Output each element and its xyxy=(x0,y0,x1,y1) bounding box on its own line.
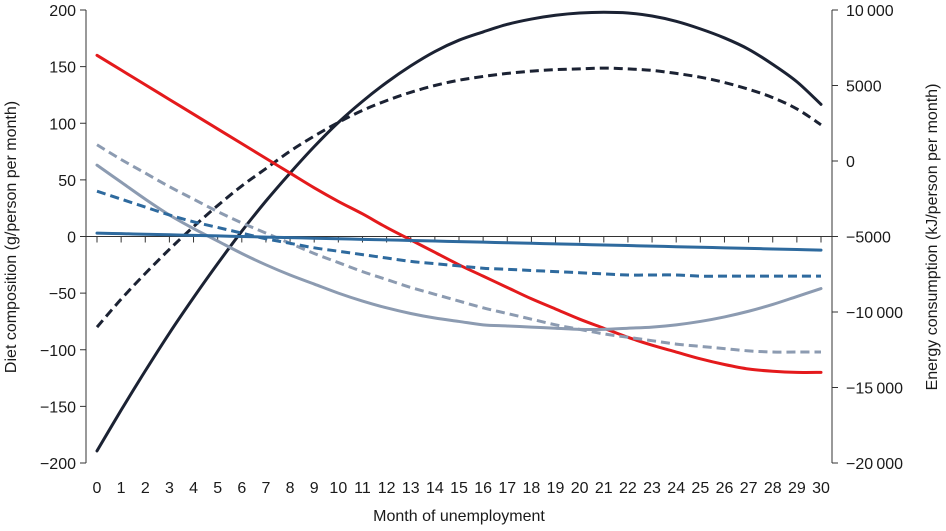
y-tick-label-left: −200 xyxy=(40,456,76,473)
y-tick-label-left: 50 xyxy=(58,173,76,190)
x-tick-label: 22 xyxy=(619,480,637,497)
y-tick-label-right: −20 000 xyxy=(846,456,903,473)
x-tick-label: 11 xyxy=(354,480,371,497)
x-tick-label: 23 xyxy=(643,480,661,497)
y-tick-label-left: −50 xyxy=(49,286,76,303)
series-line-1 xyxy=(95,10,823,453)
y-tick-label-right: 0 xyxy=(846,154,855,171)
x-tick-label: 18 xyxy=(523,480,541,497)
y-axis-left-title: Diet composition (g/person per month) xyxy=(3,101,20,373)
x-tick-label: 25 xyxy=(691,480,709,497)
x-tick-label: 20 xyxy=(571,480,589,497)
y-axis-right-title: Energy consumption (kJ/person per month) xyxy=(924,84,941,391)
y-tick-label-left: 0 xyxy=(67,230,76,247)
series-line-7 xyxy=(95,231,823,252)
y-tick-label-right: −5000 xyxy=(846,230,891,247)
y-tick-label-left: −150 xyxy=(40,399,76,416)
x-tick-label: 13 xyxy=(402,480,420,497)
x-tick-label: 30 xyxy=(812,480,830,497)
x-tick-label: 9 xyxy=(310,480,319,497)
x-tick-label: 26 xyxy=(716,480,734,497)
x-tick-label: 8 xyxy=(286,480,295,497)
series-line-3 xyxy=(95,53,823,374)
x-tick-label: 4 xyxy=(189,480,198,497)
x-tick-label: 29 xyxy=(788,480,806,497)
x-tick-label: 3 xyxy=(165,480,174,497)
series-group xyxy=(95,10,823,453)
y-tick-label-right: −10 000 xyxy=(846,305,903,322)
series-line-5 xyxy=(96,143,821,354)
x-tick-label: 24 xyxy=(667,480,685,497)
y-tick-label-left: 150 xyxy=(49,60,76,77)
y-tick-label-left: −100 xyxy=(40,343,76,360)
x-axis-title: Month of unemployment xyxy=(373,508,545,525)
y-tick-label-left: 100 xyxy=(49,116,76,133)
series-line-4 xyxy=(95,163,823,332)
x-tick-label: 12 xyxy=(378,480,396,497)
y-tick-label-right: 10 000 xyxy=(846,3,894,20)
series-line-2 xyxy=(95,66,822,329)
x-tick-label: 28 xyxy=(764,480,782,497)
x-tick-label: 5 xyxy=(213,480,222,497)
x-tick-label: 6 xyxy=(237,480,246,497)
x-tick-label: 1 xyxy=(117,480,126,497)
x-tick-label: 19 xyxy=(547,480,565,497)
x-tick-label: 27 xyxy=(740,480,758,497)
y-tick-label-left: 200 xyxy=(49,3,76,20)
x-tick-label: 17 xyxy=(498,480,516,497)
x-tick-label: 2 xyxy=(141,480,150,497)
x-tick-label: 21 xyxy=(595,480,613,497)
y-tick-label-right: 5000 xyxy=(846,79,882,96)
x-tick-label: 15 xyxy=(450,480,468,497)
series-line-6 xyxy=(96,189,821,278)
x-tick-label: 16 xyxy=(474,480,492,497)
x-tick-label: 0 xyxy=(93,480,102,497)
x-tick-label: 10 xyxy=(329,480,347,497)
y-tick-label-right: −15 000 xyxy=(846,381,903,398)
x-tick-label: 7 xyxy=(261,480,270,497)
x-tick-label: 14 xyxy=(426,480,444,497)
